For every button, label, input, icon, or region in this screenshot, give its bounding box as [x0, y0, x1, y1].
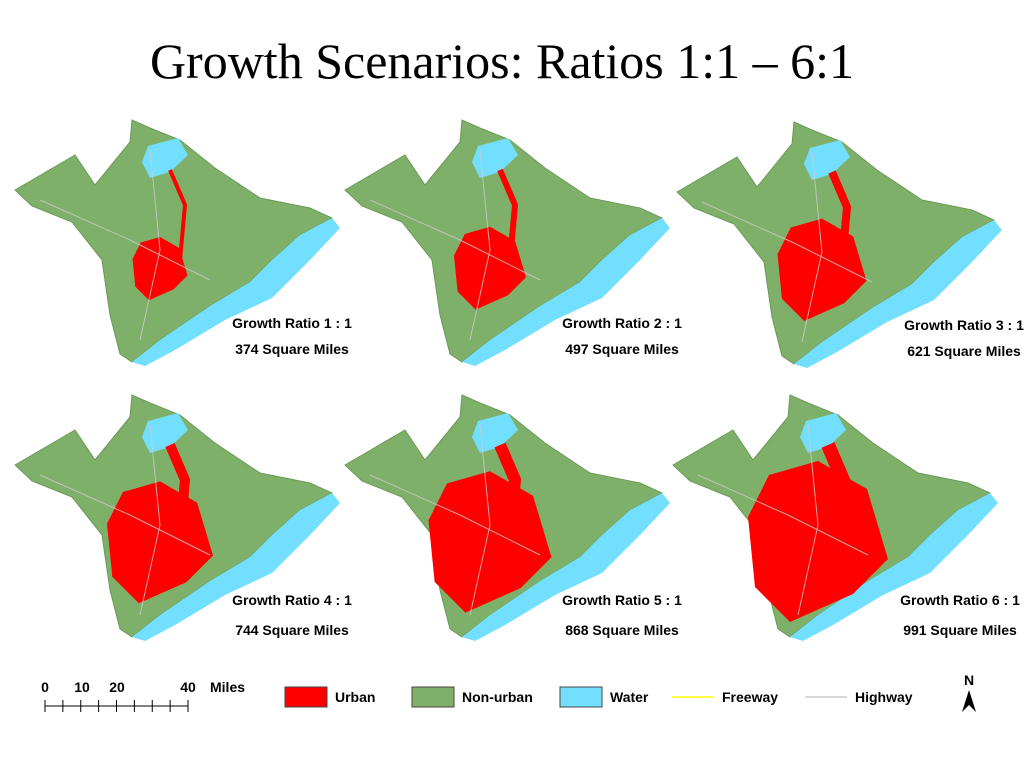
map-panel: Growth Ratio 2 : 1 497 Square Miles [344, 119, 682, 366]
urban-spine [494, 442, 522, 536]
legend-label: Water [610, 689, 649, 705]
urban-spine [165, 443, 191, 536]
highway [697, 424, 869, 616]
panel-area: 497 Square Miles [565, 341, 679, 357]
map-panel: Growth Ratio 4 : 1 744 Square Miles [14, 394, 352, 641]
lake [804, 140, 850, 180]
coast-water [790, 493, 998, 641]
highway [369, 424, 541, 616]
coast-water [794, 220, 1002, 368]
legend-swatch [284, 686, 328, 708]
legend-label: Non-urban [462, 689, 533, 705]
urban-area [428, 471, 552, 613]
panel-label: Growth Ratio 4 : 1 [232, 592, 352, 608]
coast-water [462, 493, 670, 641]
urban-area [748, 461, 888, 622]
highway [369, 149, 541, 341]
lake [142, 413, 188, 453]
coast-water [132, 493, 340, 641]
urban-spine [821, 442, 851, 536]
panel-area: 868 Square Miles [565, 622, 679, 638]
panel-area: 991 Square Miles [903, 622, 1017, 638]
legend-label: Freeway [722, 689, 778, 705]
panel-label: Growth Ratio 6 : 1 [900, 592, 1020, 608]
coast-water [132, 218, 340, 366]
highway [39, 424, 211, 616]
panel-label: Growth Ratio 1 : 1 [232, 315, 352, 331]
scale-label: 0 [41, 679, 49, 695]
lake [142, 138, 188, 178]
urban-spine [497, 168, 519, 261]
urban-spine [168, 169, 188, 261]
scale-unit: Miles [210, 679, 245, 695]
panel-label: Growth Ratio 2 : 1 [562, 315, 682, 331]
highway [701, 151, 873, 343]
urban-area [132, 237, 188, 301]
panel-area: 374 Square Miles [235, 341, 349, 357]
panel-label: Growth Ratio 5 : 1 [562, 592, 682, 608]
map-panel: Growth Ratio 5 : 1 868 Square Miles [344, 394, 682, 641]
map-panel: Growth Ratio 6 : 1 991 Square Miles [672, 394, 1020, 641]
north-arrow [962, 690, 976, 712]
legend-label: Highway [855, 689, 913, 705]
legend-swatch [559, 686, 603, 708]
urban-area [454, 226, 526, 310]
coast-water [462, 218, 670, 366]
urban-spine [828, 170, 852, 263]
panel-area: 744 Square Miles [235, 622, 349, 638]
lake [800, 413, 846, 453]
scale-label: 20 [109, 679, 125, 695]
title: Growth Scenarios: Ratios 1:1 – 6:1 [150, 33, 854, 89]
legend-label: Urban [335, 689, 375, 705]
panel-label: Growth Ratio 3 : 1 [904, 317, 1024, 333]
map-panel: Growth Ratio 3 : 1 621 Square Miles [676, 121, 1024, 368]
lake [472, 138, 518, 178]
legend-swatch [411, 686, 455, 708]
highway [39, 149, 211, 341]
north-label: N [964, 672, 974, 688]
lake [472, 413, 518, 453]
map-panel: Growth Ratio 1 : 1 374 Square Miles [14, 119, 352, 366]
scale-label: 40 [180, 679, 196, 695]
scale-label: 10 [74, 679, 90, 695]
panel-area: 621 Square Miles [907, 343, 1021, 359]
